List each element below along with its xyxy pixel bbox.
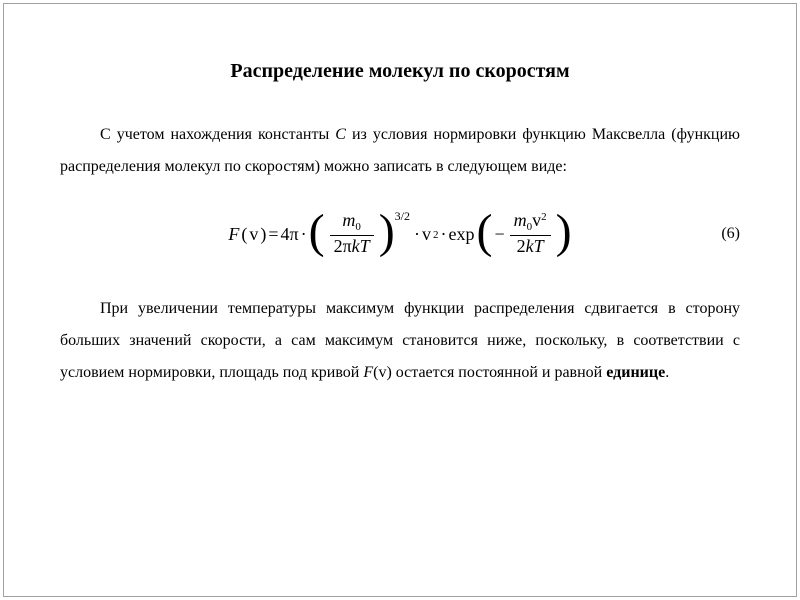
inline-Fv: F(v) [363, 364, 391, 381]
eq-dot-1: · [301, 224, 307, 245]
eq-exp: exp [449, 224, 475, 245]
eq-v: v [422, 224, 431, 245]
eq-k1: k [352, 236, 360, 256]
inline-F: F [363, 364, 373, 381]
eq-big-rparen-2: ) [556, 208, 572, 256]
eq-T1: T [360, 236, 370, 256]
eq-v2: v [532, 210, 541, 230]
eq-frac2-den: 2kT [513, 236, 548, 258]
eq-v-lhs: v [249, 224, 258, 245]
page-title: Распределение молекул по скоростям [60, 60, 740, 83]
eq-2pi: 2π [334, 236, 352, 256]
eq-exp-3-2: 3/2 [395, 209, 410, 224]
eq-rparen-lhs: ) [260, 224, 266, 245]
eq-fraction-1: m0 2πkT [330, 210, 374, 257]
eq-k2: k [526, 236, 534, 256]
eq-minus: − [495, 224, 505, 245]
eq-dot-2: · [414, 224, 420, 245]
eq-lparen-lhs: ( [241, 224, 247, 245]
eq-4pi: 4π [281, 224, 299, 245]
eq-frac1-num: m0 [338, 210, 365, 235]
eq-v-sq: 2 [433, 229, 439, 241]
eq-v2-sq: 2 [541, 211, 547, 223]
para2-unity: единице [606, 364, 665, 381]
eq-dot-3: · [441, 224, 447, 245]
eq-T2: T [534, 236, 544, 256]
eq-frac1-den: 2πkT [330, 236, 374, 258]
eq-big-rparen-1: ) [379, 208, 395, 256]
para2-period: . [665, 364, 669, 381]
para1-text-1: С учетом нахождения константы [100, 126, 335, 143]
eq-m0-0: 0 [355, 221, 361, 233]
eq-big-lparen-1: ( [309, 208, 325, 256]
eq-F: F [228, 224, 239, 245]
eq-fraction-2: m0v2 2kT [510, 210, 551, 257]
eq-m0b-m: m [514, 210, 527, 230]
eq-2: 2 [517, 236, 526, 256]
page: Распределение молекул по скоростям С уче… [0, 0, 800, 600]
eq-m0b-0: 0 [527, 221, 533, 233]
eq-equals: = [268, 224, 278, 245]
eq-m0-m: m [342, 210, 355, 230]
equation-number: (6) [721, 225, 740, 243]
constant-C: C [335, 126, 346, 143]
para2-text-2: остается постоянной и равной [392, 364, 606, 381]
equation: F(v) = 4π · ( m0 2πkT )3/2 · v2 · exp ( … [228, 210, 571, 258]
equation-block: F(v) = 4π · ( m0 2πkT )3/2 · v2 · exp ( … [60, 199, 740, 269]
paragraph-2: При увеличении температуры максимум функ… [60, 293, 740, 389]
eq-big-lparen-2: ( [477, 208, 493, 256]
eq-frac2-num: m0v2 [510, 210, 551, 235]
paragraph-1: С учетом нахождения константы C из услов… [60, 119, 740, 183]
